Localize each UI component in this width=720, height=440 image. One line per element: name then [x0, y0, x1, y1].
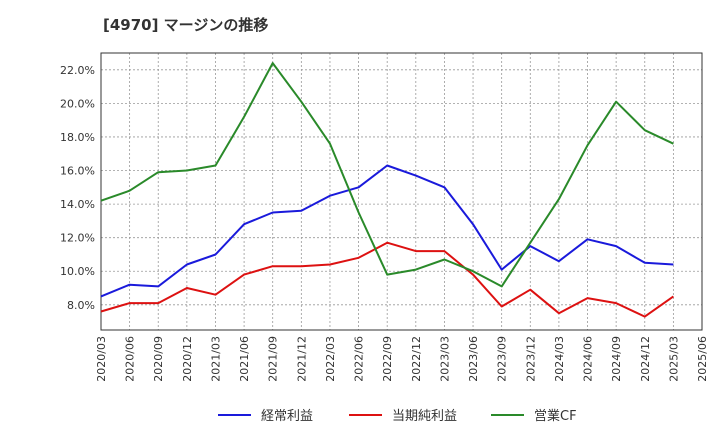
legend-label-1: 経常利益 — [261, 409, 313, 424]
chart-title: [4970] マージンの推移 — [103, 16, 269, 34]
x-tick-label: 2022/03 — [324, 336, 337, 382]
x-tick-label: 2024/12 — [639, 336, 652, 382]
x-tick-label: 2022/09 — [381, 336, 394, 382]
series-line-3 — [100, 62, 674, 288]
legend-label-3: 営業CF — [534, 408, 577, 424]
y-tick-label: 10.0% — [60, 265, 95, 278]
x-tick-label: 2023/09 — [496, 336, 509, 382]
x-tick-label: 2021/03 — [209, 336, 222, 382]
x-tick-label: 2025/03 — [667, 336, 680, 382]
plot-area — [101, 53, 702, 330]
x-tick-label: 2024/09 — [610, 336, 623, 382]
y-tick-label: 22.0% — [60, 64, 95, 77]
series-line-1 — [100, 164, 674, 298]
x-tick-label: 2023/03 — [438, 336, 451, 382]
plot-border — [100, 52, 703, 331]
x-tick-label: 2023/12 — [524, 336, 537, 382]
x-tick-label: 2021/12 — [295, 336, 308, 382]
x-tick-label: 2022/06 — [353, 336, 366, 382]
y-tick-label: 8.0% — [67, 299, 95, 312]
x-tick-label: 2021/06 — [238, 336, 251, 382]
x-tick-label: 2020/03 — [95, 336, 108, 382]
x-tick-label: 2023/06 — [467, 336, 480, 382]
y-tick-label: 18.0% — [60, 131, 95, 144]
y-tick-label: 12.0% — [60, 232, 95, 245]
x-tick-label: 2022/12 — [410, 336, 423, 382]
y-tick-label: 20.0% — [60, 97, 95, 110]
y-tick-label: 14.0% — [60, 198, 95, 211]
x-tick-label: 2020/12 — [181, 336, 194, 382]
x-tick-label: 2024/03 — [553, 336, 566, 382]
series-line-2 — [100, 241, 674, 318]
x-tick-label: 2021/09 — [267, 336, 280, 382]
legend-label-2: 当期純利益 — [392, 409, 457, 424]
y-tick-label: 16.0% — [60, 165, 95, 178]
x-tick-label: 2025/06 — [696, 336, 709, 382]
x-tick-label: 2020/09 — [152, 336, 165, 382]
x-tick-label: 2024/06 — [582, 336, 595, 382]
x-tick-label: 2020/06 — [124, 336, 137, 382]
